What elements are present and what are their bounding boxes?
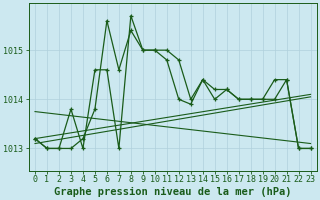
X-axis label: Graphe pression niveau de la mer (hPa): Graphe pression niveau de la mer (hPa) bbox=[54, 186, 292, 197]
